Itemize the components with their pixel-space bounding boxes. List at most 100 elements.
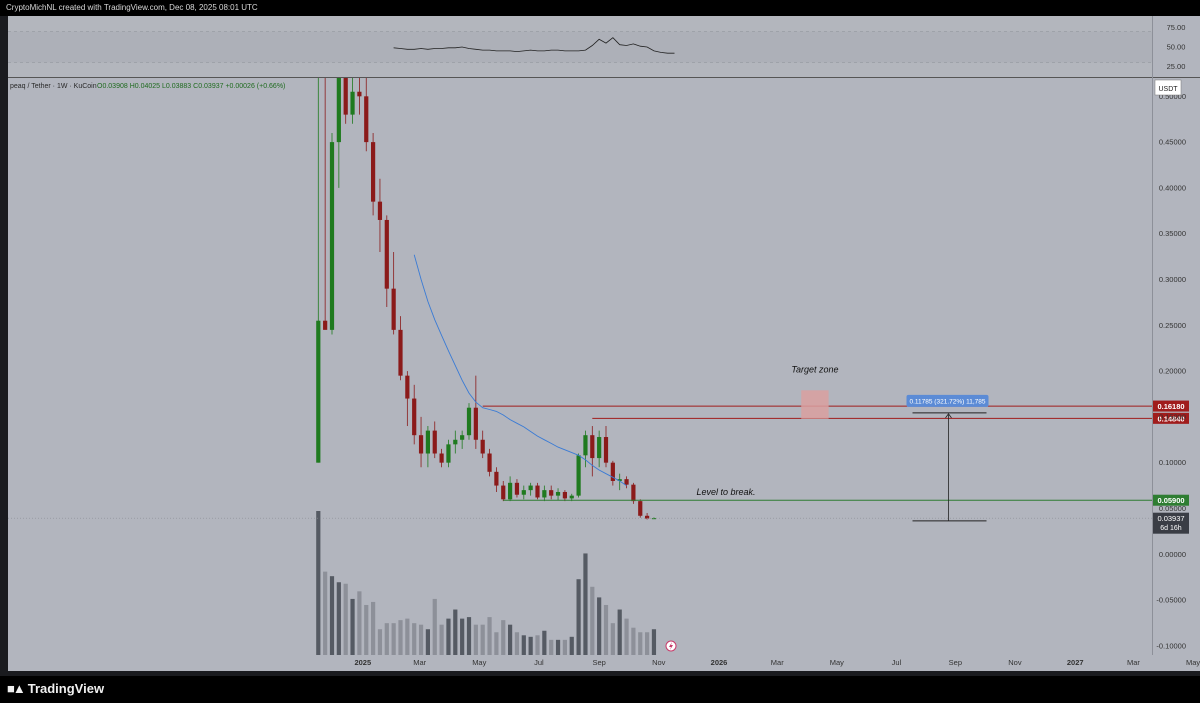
volume-bar — [391, 623, 396, 655]
rsi-tick-label: 50.00 — [1167, 43, 1186, 52]
volume-bar — [336, 582, 341, 655]
candle-body — [576, 455, 581, 496]
price-tick-label: 0.25000 — [1159, 321, 1186, 330]
rsi-tick-label: 75.00 — [1167, 23, 1186, 32]
measure-arrow-head — [945, 413, 952, 419]
time-tick-label: May — [472, 658, 486, 667]
volume-histogram — [316, 511, 657, 655]
time-tick-label: Jul — [534, 658, 544, 667]
candle-body — [453, 439, 458, 445]
currency-badge-box[interactable] — [1154, 79, 1182, 96]
level-price-label: 0.05900 — [1157, 496, 1184, 505]
candle-body — [603, 437, 609, 463]
candle-body — [336, 78, 341, 143]
volume-bar — [343, 583, 348, 655]
volume-bar — [597, 597, 602, 655]
price-tick-label: 0.35000 — [1159, 229, 1186, 238]
level-price-tag — [1153, 412, 1189, 424]
level-price-tag — [1153, 400, 1189, 412]
rsi-band — [8, 31, 1152, 63]
candle-body — [549, 490, 554, 496]
candle-body — [432, 430, 437, 454]
volume-bar — [494, 632, 499, 655]
target-zone-box[interactable] — [801, 390, 829, 419]
volume-bar — [466, 617, 472, 655]
time-tick-label: Sep — [949, 658, 962, 667]
volume-bar — [508, 624, 513, 655]
volume-bar — [350, 598, 355, 655]
volume-bar — [418, 624, 424, 655]
candlestick-series — [316, 78, 657, 520]
rsi-tick-label: 25.00 — [1167, 62, 1186, 71]
volume-bar — [645, 632, 650, 655]
candle-body — [487, 453, 492, 472]
time-tick-label: Mar — [413, 658, 426, 667]
candle-body — [521, 490, 526, 495]
time-tick-label: Nov — [1008, 658, 1022, 667]
attribution-text: CryptoMichNL created with TradingView.co… — [6, 3, 258, 12]
volume-bar — [398, 620, 403, 655]
volume-bar — [576, 579, 581, 655]
footer-bar: ■▲ TradingView — [0, 676, 1200, 703]
measure-label-box[interactable] — [906, 394, 989, 407]
candle-body — [617, 479, 622, 481]
volume-bar — [364, 604, 369, 655]
volume-bar — [514, 632, 520, 655]
volume-bar — [405, 618, 410, 655]
level-price-tag — [1153, 494, 1189, 506]
candle-body — [384, 219, 389, 289]
time-axis-background — [8, 655, 1200, 671]
volume-bar — [384, 623, 389, 655]
volume-bar — [528, 636, 533, 655]
tradingview-logo[interactable]: ■▲ TradingView — [7, 681, 104, 696]
volume-bar — [412, 623, 417, 655]
candle-body — [597, 437, 602, 459]
candle-body — [651, 518, 657, 520]
candle-body — [329, 142, 335, 330]
price-axis-background — [1152, 16, 1200, 655]
time-tick-label: Mar — [1127, 658, 1140, 667]
candle-body — [610, 462, 615, 481]
candle-body — [590, 435, 595, 459]
candle-body — [535, 485, 540, 498]
time-tick-label: May — [830, 658, 844, 667]
candle-body — [371, 142, 376, 202]
ma-line — [413, 254, 627, 486]
candle-body — [555, 491, 561, 496]
candle-body — [316, 320, 321, 463]
volume-bar — [460, 618, 465, 655]
volume-bar — [562, 639, 567, 655]
candle-body — [528, 485, 533, 491]
annotations: Target zone Level to break. 0.11785 (321.7… — [696, 364, 989, 522]
volume-bar — [542, 630, 547, 655]
time-axis[interactable]: 2025 Mar May Jul Sep Nov 2026 Mar May Jul Sep Nov 20… — [354, 658, 1200, 667]
time-tick-label: 2026 — [711, 658, 728, 667]
time-tick-label: 2027 — [1067, 658, 1084, 667]
candle-body — [377, 201, 383, 220]
volume-bar — [555, 639, 561, 655]
price-pane-background — [8, 78, 1152, 655]
price-tick-label: 0.05000 — [1159, 504, 1186, 513]
volume-bar — [590, 586, 595, 655]
volume-bar — [535, 635, 540, 655]
time-tick-label: Mar — [771, 658, 784, 667]
measure-label: 0.11785 (321.72%) 11,785 — [909, 398, 985, 405]
level-to-break-label: Level to break. — [696, 487, 755, 497]
volume-bar — [473, 624, 478, 655]
volume-bar — [651, 629, 657, 655]
candle-body — [583, 435, 588, 456]
volume-bar — [631, 627, 636, 655]
candle-body — [494, 471, 499, 486]
volume-bar — [357, 591, 362, 655]
volume-bar — [425, 629, 430, 655]
symbol-legend[interactable]: peaq / Tether · 1W · KuCoin — [10, 83, 97, 90]
time-tick-label: May — [1186, 658, 1200, 667]
volume-bar — [487, 617, 492, 655]
candle-body — [398, 329, 403, 376]
price-axis[interactable]: 0.50000 0.45000 0.40000 0.35000 0.30000 0.250… — [1156, 92, 1186, 651]
price-tick-label: 0.00000 — [1159, 550, 1186, 559]
price-tick-label: 0.45000 — [1159, 138, 1186, 147]
volume-bar — [569, 636, 574, 655]
volume-bar — [316, 511, 321, 655]
